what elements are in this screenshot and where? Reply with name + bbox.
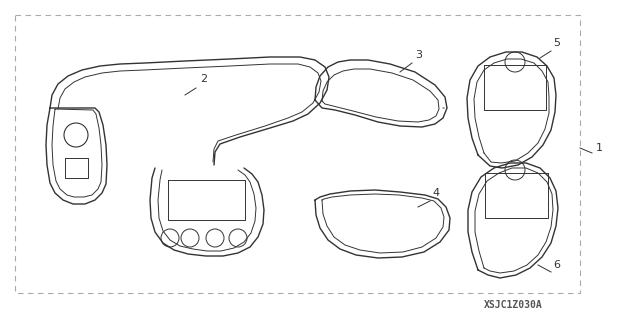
Text: 6: 6 — [553, 260, 560, 270]
Text: 2: 2 — [200, 74, 207, 84]
Text: 5: 5 — [553, 38, 560, 48]
Text: 1: 1 — [596, 143, 603, 153]
Text: 3: 3 — [415, 50, 422, 60]
Text: XSJC1Z030A: XSJC1Z030A — [484, 300, 542, 310]
Text: 4: 4 — [432, 188, 439, 198]
Bar — [15, 15, 580, 293]
